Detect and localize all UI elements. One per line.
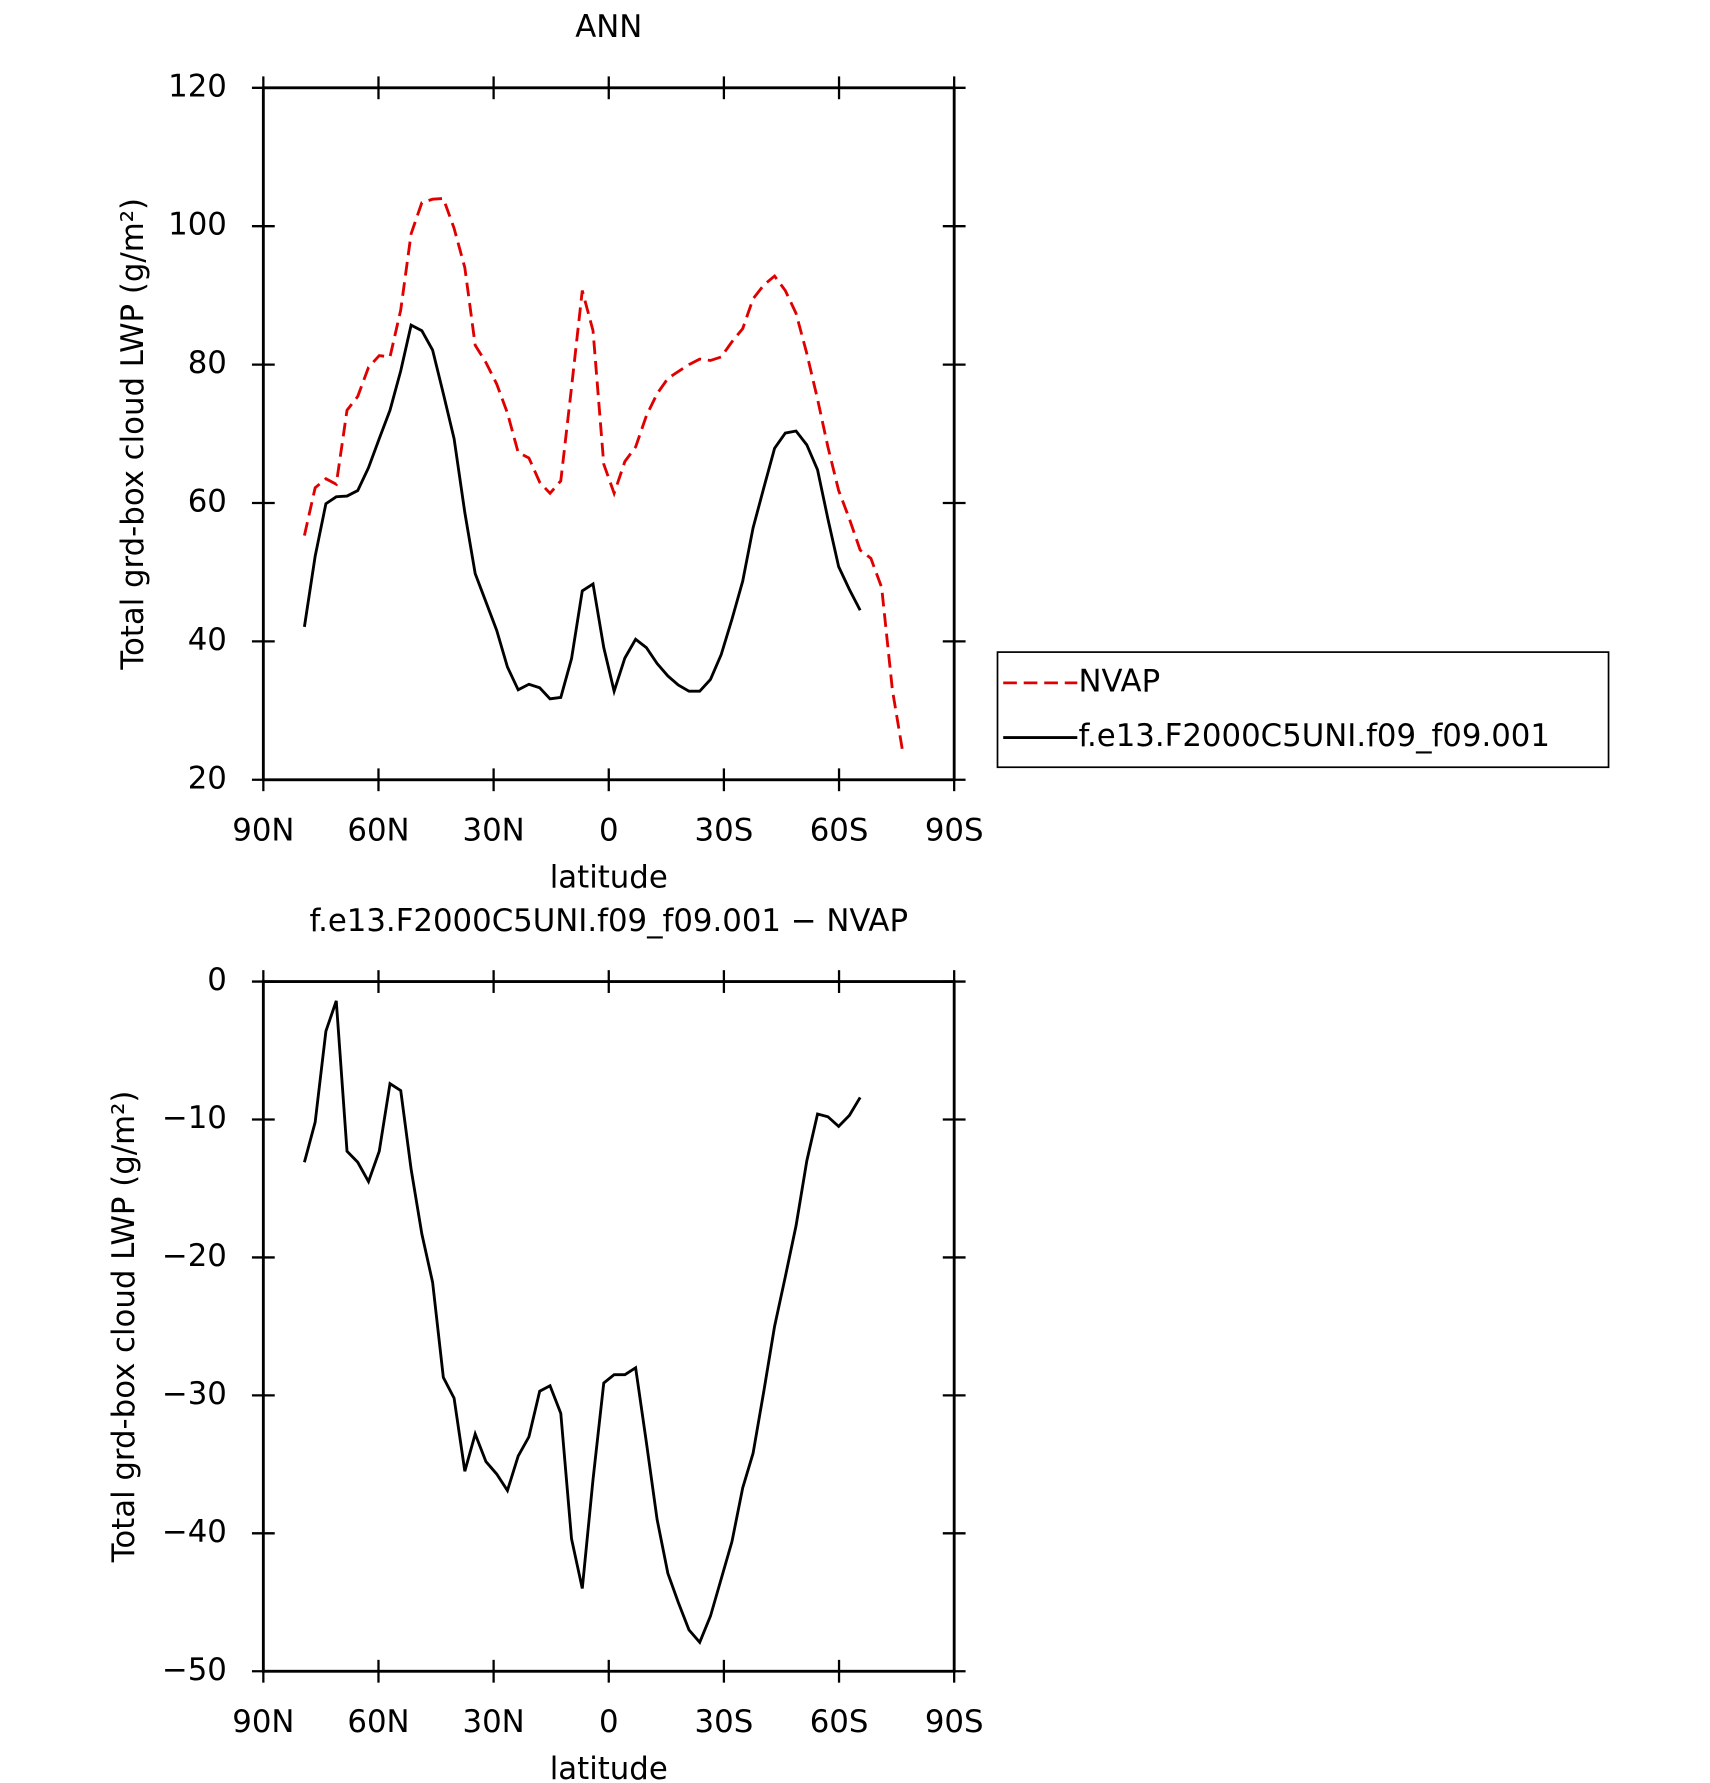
legend-label: NVAP [1078, 663, 1160, 699]
y-tick-label: −10 [162, 1100, 227, 1136]
x-tick-label: 90S [925, 813, 984, 849]
chart-title: ANN [575, 9, 642, 45]
legend-box [996, 651, 1610, 769]
y-tick-label: 20 [188, 760, 227, 796]
x-axis-label: latitude [550, 1751, 668, 1783]
y-axis-label: Total grd-box cloud LWP (g/m²) [115, 198, 151, 671]
y-tick-label: −20 [162, 1238, 227, 1274]
y-tick-label: 80 [188, 345, 227, 381]
x-axis-label: latitude [550, 859, 668, 895]
x-tick-label: 0 [599, 813, 619, 849]
x-tick-label: 30S [695, 813, 754, 849]
x-tick-label: 90S [925, 1704, 984, 1740]
y-tick-label: 0 [207, 962, 227, 998]
plot-frame [261, 980, 956, 1673]
legend-label: f.e13.F2000C5UNI.f09_f09.001 [1078, 718, 1550, 754]
y-tick-label: 60 [188, 483, 227, 519]
x-tick-label: 60N [347, 813, 409, 849]
y-tick-label: 100 [168, 207, 227, 243]
x-tick-label: 90N [232, 1704, 294, 1740]
x-tick-label: 90N [232, 813, 294, 849]
x-tick-label: 60S [810, 1704, 869, 1740]
data-line [303, 197, 905, 753]
x-tick-label: 30N [463, 813, 525, 849]
x-tick-label: 0 [599, 1704, 619, 1740]
y-tick-label: −40 [162, 1514, 227, 1550]
x-tick-label: 60N [347, 1704, 409, 1740]
x-tick-label: 30N [463, 1704, 525, 1740]
y-tick-label: −50 [162, 1652, 227, 1688]
data-line [302, 323, 862, 701]
data-line [303, 1000, 862, 1645]
y-tick-label: 120 [168, 68, 227, 104]
x-tick-label: 60S [810, 813, 869, 849]
plot-frame [261, 86, 956, 782]
y-tick-label: 40 [188, 622, 227, 658]
y-tick-label: −30 [162, 1376, 227, 1412]
chart-title: f.e13.F2000C5UNI.f09_f09.001 − NVAP [309, 903, 908, 939]
y-axis-label: Total grd-box cloud LWP (g/m²) [106, 1091, 142, 1564]
x-tick-label: 30S [695, 1704, 754, 1740]
